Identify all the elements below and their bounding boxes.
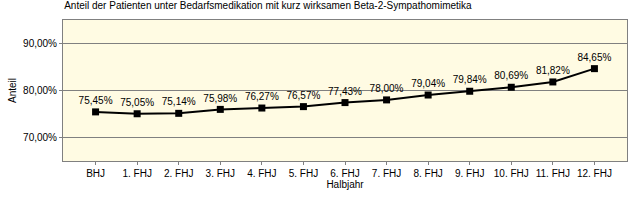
svg-text:79,84%: 79,84%	[453, 74, 487, 85]
svg-text:7. FHJ: 7. FHJ	[372, 168, 401, 179]
svg-text:70,00%: 70,00%	[23, 132, 57, 143]
svg-text:8. FHJ: 8. FHJ	[413, 168, 442, 179]
svg-text:84,65%: 84,65%	[577, 52, 611, 63]
svg-text:78,00%: 78,00%	[370, 83, 404, 94]
svg-text:Anteil der Patienten unter Bed: Anteil der Patienten unter Bedarfsmedika…	[64, 0, 472, 11]
svg-text:6. FHJ: 6. FHJ	[330, 168, 359, 179]
svg-text:79,04%: 79,04%	[411, 78, 445, 89]
svg-text:75,98%: 75,98%	[203, 93, 237, 104]
svg-text:81,82%: 81,82%	[536, 65, 570, 76]
svg-text:75,05%: 75,05%	[120, 97, 154, 108]
svg-text:4. FHJ: 4. FHJ	[247, 168, 276, 179]
svg-text:Anteil: Anteil	[7, 78, 18, 103]
svg-text:9. FHJ: 9. FHJ	[455, 168, 484, 179]
svg-text:11. FHJ: 11. FHJ	[536, 168, 570, 179]
svg-text:76,57%: 76,57%	[286, 90, 320, 101]
svg-text:3. FHJ: 3. FHJ	[206, 168, 235, 179]
svg-text:5. FHJ: 5. FHJ	[289, 168, 318, 179]
svg-text:Halbjahr: Halbjahr	[326, 179, 364, 190]
svg-text:12. FHJ: 12. FHJ	[577, 168, 612, 179]
svg-text:2. FHJ: 2. FHJ	[164, 168, 193, 179]
svg-text:80,00%: 80,00%	[23, 85, 57, 96]
svg-text:76,27%: 76,27%	[245, 91, 279, 102]
svg-text:77,43%: 77,43%	[328, 86, 362, 97]
svg-text:80,69%: 80,69%	[494, 70, 528, 81]
svg-text:BHJ: BHJ	[86, 168, 105, 179]
svg-text:1. FHJ: 1. FHJ	[122, 168, 151, 179]
svg-text:90,00%: 90,00%	[23, 38, 57, 49]
svg-text:75,14%: 75,14%	[162, 96, 196, 107]
svg-text:75,45%: 75,45%	[79, 95, 113, 106]
svg-text:10. FHJ: 10. FHJ	[494, 168, 529, 179]
